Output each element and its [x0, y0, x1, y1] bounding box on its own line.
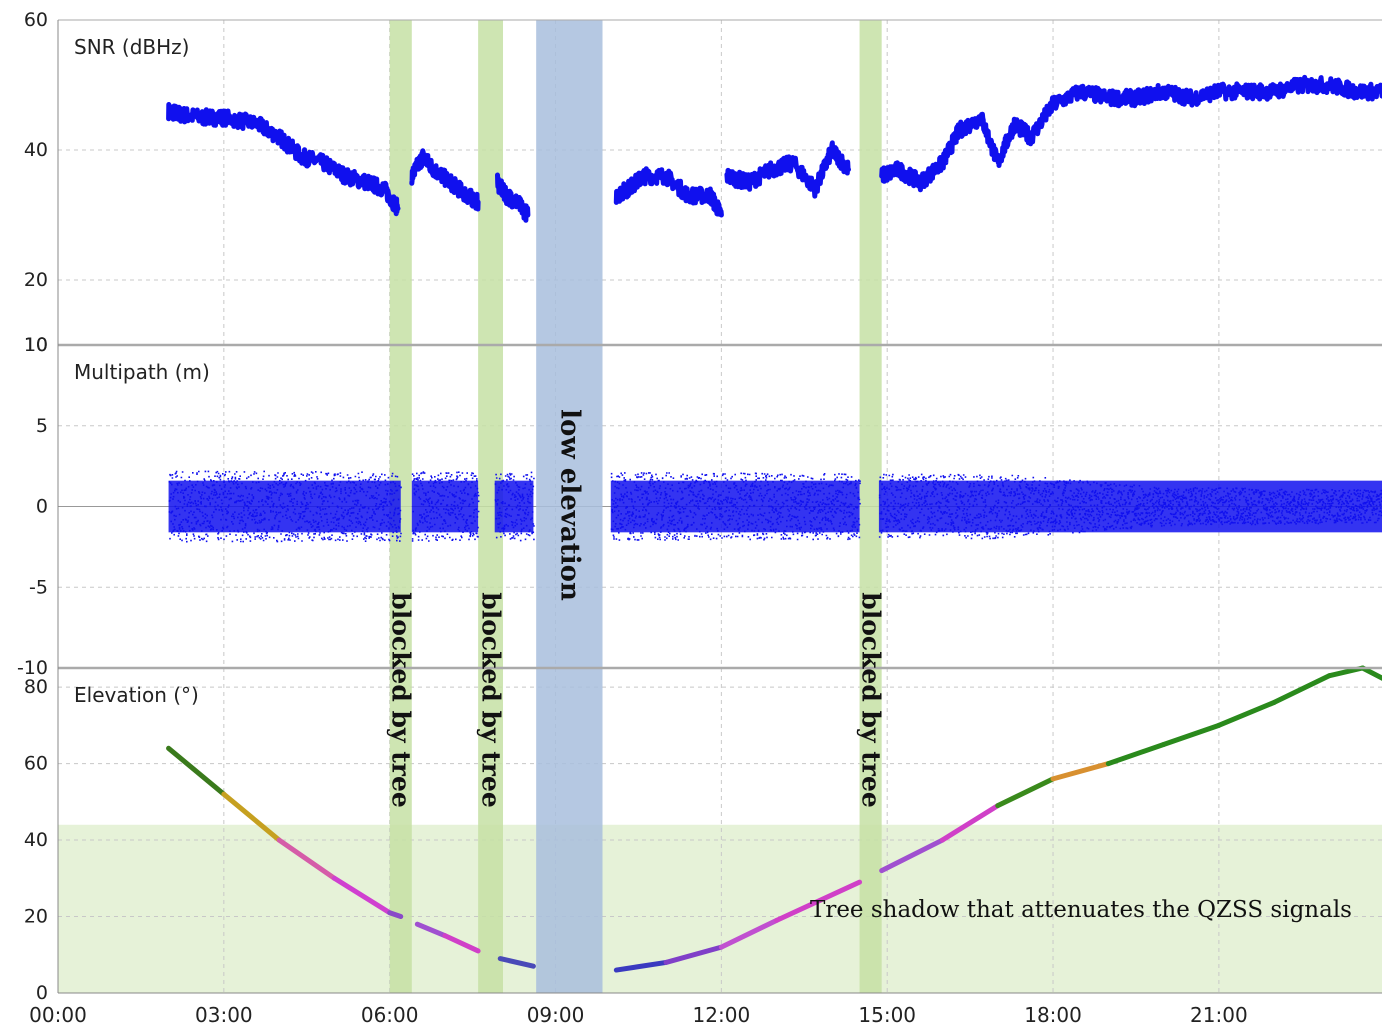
x-tick-label: 09:00: [527, 1003, 585, 1027]
y-tick-label: 10: [24, 334, 48, 356]
data-layer: [166, 74, 1382, 973]
elevation-segment-1-1: [166, 745, 227, 797]
low-elevation-band: [536, 20, 603, 993]
blocked-band-3: [859, 20, 882, 993]
elevation-segment-5-2: [939, 803, 1001, 843]
label-layer: SNR (dBHz) Multipath (m) Elevation (°) bloc…: [74, 35, 1352, 923]
y-tick-label: 10: [24, 334, 48, 356]
elevation-segment-5-9: [1326, 665, 1366, 679]
elevation-segment-5-7: [1216, 699, 1277, 728]
elevation-segment-5-1: [879, 837, 945, 874]
multipath-core-5: [878, 480, 1382, 533]
blocked-label-3: blocked by tree: [857, 592, 886, 808]
multipath-core-3: [494, 480, 534, 533]
y-tick-label: 20: [24, 269, 48, 291]
y-tick-label: -5: [29, 576, 48, 598]
panel-title: Multipath (m): [74, 360, 210, 384]
elevation-segment-5-8: [1271, 673, 1332, 705]
multipath-core-1: [168, 480, 401, 533]
x-tick-label: 15:00: [858, 1003, 916, 1027]
y-tick-label: 80: [24, 676, 48, 698]
elevation-segment-1-3: [276, 837, 337, 881]
y-tick-label: -10: [17, 657, 48, 679]
y-tick-label: 0: [36, 496, 48, 518]
elevation-segment-2-1: [414, 921, 448, 939]
elevation-segment-1-5: [387, 910, 404, 920]
elevation-segment-4-3: [718, 917, 780, 950]
multipath-core-4: [610, 480, 860, 533]
panel-title: SNR (dBHz): [74, 35, 189, 59]
background-layer: [58, 824, 1382, 993]
panel-title: Elevation (°): [74, 683, 199, 707]
multipath-core-2: [411, 480, 479, 533]
y-tick-label: 0: [36, 982, 48, 1004]
elevation-segment-1-2: [221, 791, 282, 843]
y-tick-label: 40: [24, 829, 48, 851]
tree-shadow-region: [58, 824, 1382, 993]
y-tick-label: 5: [36, 415, 48, 437]
snr-series-segment-3: [495, 172, 531, 223]
elevation-segment-2-2: [442, 933, 481, 954]
blocked-label-1: blocked by tree: [387, 592, 416, 808]
elevation-segment-5-6: [1161, 722, 1222, 747]
elevation-segment-5-5: [1105, 741, 1167, 767]
snr-series-segment-4: [613, 166, 724, 218]
x-tick-label: 21:00: [1190, 1003, 1248, 1027]
snr-series-segment-1: [166, 102, 401, 217]
elevation-segment-5-10: [1360, 665, 1382, 681]
blocked-label-2: blocked by tree: [477, 592, 506, 808]
y-tick-label: 60: [24, 9, 48, 31]
elevation-segment-5-3: [995, 776, 1056, 809]
y-tick-label: 20: [24, 906, 48, 928]
x-tick-label: 06:00: [361, 1003, 419, 1027]
elevation-segment-4-1: [613, 959, 669, 973]
x-tick-label: 18:00: [1024, 1003, 1082, 1027]
x-tick-label: 03:00: [195, 1003, 253, 1027]
elevation-segment-3-1: [497, 956, 536, 969]
snr-series-segment-2: [409, 148, 481, 212]
snr-series-segment-5: [724, 140, 851, 199]
elevation-segment-1-4: [331, 875, 393, 916]
tree-shadow-label: Tree shadow that attenuates the QZSS sig…: [810, 897, 1352, 923]
x-tick-label: 00:00: [29, 1003, 87, 1027]
y-tick-label: 60: [24, 753, 48, 775]
elevation-segment-4-4: [774, 879, 863, 923]
x-tick-label: 12:00: [693, 1003, 751, 1027]
y-tick-label: 40: [24, 139, 48, 161]
snr-series-segment-6: [879, 74, 1382, 193]
elevation-segment-5-4: [1050, 761, 1111, 782]
low-elevation-label: low elevation: [554, 409, 584, 601]
elevation-segment-4-2: [663, 944, 724, 965]
